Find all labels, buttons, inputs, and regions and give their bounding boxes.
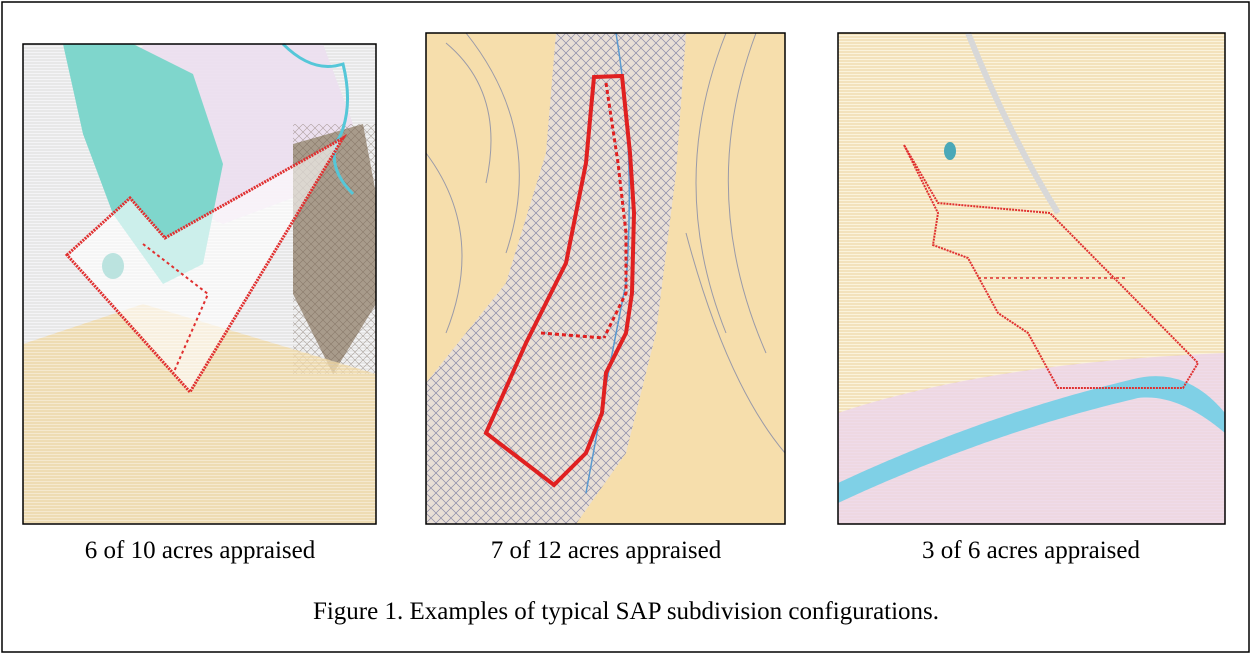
map-panel xyxy=(22,42,377,525)
map-panel xyxy=(425,32,786,525)
panel-caption: 7 of 12 acres appraised xyxy=(491,537,722,564)
panel-caption: 3 of 6 acres appraised xyxy=(922,537,1140,564)
panel-caption: 6 of 10 acres appraised xyxy=(85,537,316,564)
map-panel xyxy=(837,31,1226,525)
figure-caption: Figure 1. Examples of typical SAP subdiv… xyxy=(313,598,939,625)
